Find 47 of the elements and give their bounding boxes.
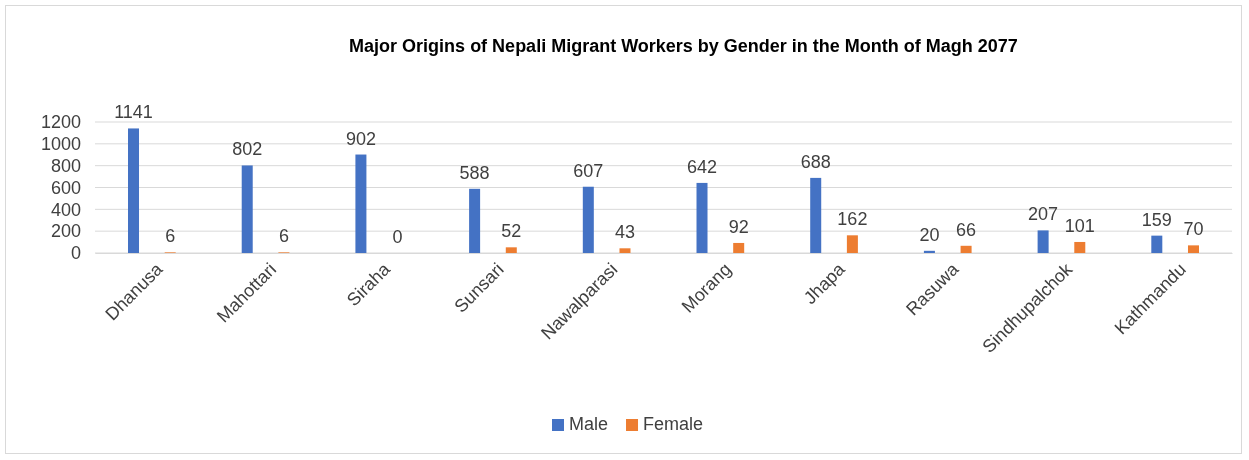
data-label: 6 bbox=[165, 226, 176, 247]
data-label: 66 bbox=[956, 219, 977, 240]
bar bbox=[733, 242, 745, 253]
bar bbox=[355, 154, 367, 253]
bar bbox=[128, 128, 140, 253]
data-label: 6 bbox=[278, 226, 289, 247]
y-tick-label: 800 bbox=[50, 155, 81, 176]
data-label: 607 bbox=[573, 160, 604, 181]
data-label: 802 bbox=[232, 139, 263, 160]
bar bbox=[846, 235, 858, 253]
data-label: 588 bbox=[459, 162, 490, 183]
data-label: 101 bbox=[1064, 215, 1095, 236]
y-tick-label: 600 bbox=[50, 177, 81, 198]
data-label: 70 bbox=[1183, 219, 1204, 240]
bar bbox=[810, 177, 822, 253]
bar bbox=[619, 248, 631, 253]
bar bbox=[469, 188, 481, 253]
data-label: 43 bbox=[614, 222, 635, 243]
data-label: 159 bbox=[1141, 209, 1172, 230]
y-tick-label: 400 bbox=[50, 199, 81, 220]
y-tick-label: 0 bbox=[70, 243, 81, 264]
data-label: 92 bbox=[728, 216, 749, 237]
y-tick-label: 1200 bbox=[40, 112, 81, 133]
data-label: 642 bbox=[686, 156, 718, 177]
y-tick-label: 1000 bbox=[40, 134, 81, 155]
bar bbox=[1074, 241, 1086, 253]
bar bbox=[582, 186, 594, 253]
bar bbox=[241, 165, 253, 253]
chart-title: Major Origins of Nepali Migrant Workers by Gender in the Month of Magh 2077 bbox=[349, 36, 1018, 56]
bar bbox=[1037, 230, 1049, 253]
legend-label: Female bbox=[643, 414, 704, 434]
bar bbox=[696, 182, 708, 253]
bar bbox=[923, 250, 935, 253]
data-label: 207 bbox=[1028, 204, 1059, 225]
bar bbox=[505, 247, 517, 253]
data-label: 688 bbox=[800, 151, 831, 172]
data-label: 20 bbox=[919, 224, 940, 245]
data-label: 0 bbox=[392, 227, 403, 247]
bar bbox=[960, 245, 972, 253]
y-tick-label: 200 bbox=[50, 221, 81, 242]
legend-label: Male bbox=[569, 414, 609, 434]
data-label: 902 bbox=[345, 128, 376, 149]
data-label: 162 bbox=[837, 209, 868, 230]
bar bbox=[1187, 245, 1199, 253]
data-label: 1141 bbox=[114, 102, 153, 123]
data-label: 52 bbox=[501, 221, 522, 242]
bar bbox=[1151, 235, 1163, 253]
